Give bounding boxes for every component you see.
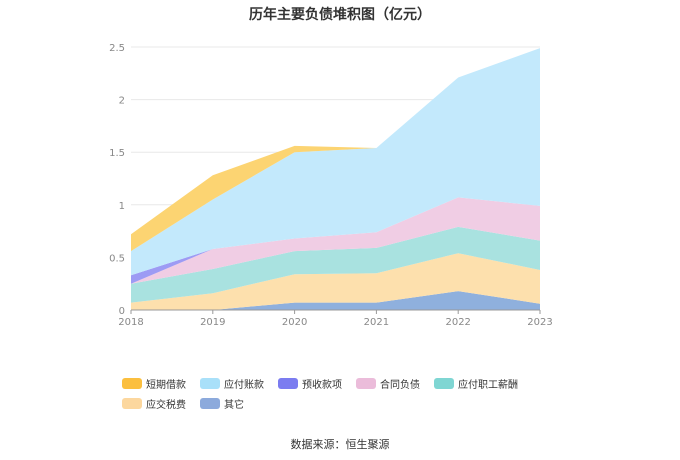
area-series-2 (131, 226, 540, 303)
y-tick-label: 1 (119, 201, 125, 212)
legend-item[interactable]: 短期借款 (122, 376, 186, 391)
legend-swatch (200, 397, 220, 409)
area-series-1 (131, 253, 540, 310)
legend-label: 其它 (224, 399, 244, 411)
source-note: 数据来源：恒生聚源 (290, 438, 390, 451)
area-layer (131, 48, 540, 310)
legend-label: 预收款项 (302, 379, 342, 391)
y-tick-label: 0 (119, 306, 125, 317)
y-tick-label: 0.5 (109, 253, 125, 264)
legend-label: 应付职工薪酬 (458, 379, 518, 391)
legend-label: 应付账款 (224, 379, 264, 391)
area-series-6 (131, 48, 540, 252)
x-tick-label: 2022 (445, 317, 470, 328)
y-tick-label: 1.5 (109, 148, 125, 159)
x-tick-label: 2023 (527, 317, 552, 328)
x-tick-label: 2020 (282, 317, 307, 328)
area-series-3 (131, 197, 540, 284)
y-tick-label: 2.5 (109, 43, 125, 54)
legend-item[interactable]: 应付职工薪酬 (434, 376, 518, 391)
legend-swatch (200, 377, 220, 389)
legend-item[interactable]: 合同负债 (356, 376, 420, 391)
legend-item[interactable]: 应付账款 (200, 376, 264, 391)
x-tick-label: 2019 (200, 317, 225, 328)
legend-item[interactable]: 预收款项 (278, 376, 342, 391)
area-series-5 (131, 48, 540, 276)
legend-label: 应交税费 (146, 399, 186, 411)
axis-layer: 0 0.5 1 1.5 2 2.5 2018 2019 2020 2021 2022 2023 (109, 43, 553, 328)
legend-swatch (356, 377, 376, 389)
legend-item[interactable]: 其它 (200, 396, 244, 411)
legend-label: 短期借款 (146, 379, 186, 391)
x-tick-label: 2021 (364, 317, 389, 328)
legend-swatch (122, 397, 142, 409)
legend-swatch (122, 377, 142, 389)
legend-item[interactable]: 应交税费 (122, 396, 186, 411)
area-series-0 (131, 291, 540, 310)
legend-swatch (434, 377, 454, 389)
y-tick-label: 2 (119, 96, 125, 107)
legend-label: 合同负债 (380, 379, 420, 391)
legend: 短期借款 应付账款 预收款项 合同负债 应付职工薪酬应交税费 其它 (122, 376, 592, 411)
chart-title: 历年主要负债堆积图（亿元） (249, 7, 431, 23)
x-tick-label: 2018 (118, 317, 143, 328)
legend-swatch (278, 377, 298, 389)
